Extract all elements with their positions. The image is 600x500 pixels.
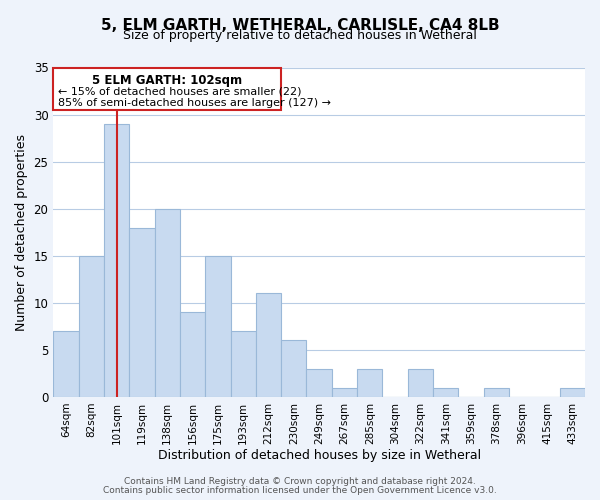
Bar	[484, 388, 509, 397]
Bar	[205, 256, 230, 397]
Bar	[155, 208, 180, 397]
Bar	[129, 228, 155, 397]
Bar	[332, 388, 357, 397]
Text: ← 15% of detached houses are smaller (22): ← 15% of detached houses are smaller (22…	[58, 86, 302, 97]
Bar	[230, 331, 256, 397]
Text: 85% of semi-detached houses are larger (127) →: 85% of semi-detached houses are larger (…	[58, 98, 331, 108]
Text: 5 ELM GARTH: 102sqm: 5 ELM GARTH: 102sqm	[92, 74, 242, 87]
X-axis label: Distribution of detached houses by size in Wetheral: Distribution of detached houses by size …	[158, 450, 481, 462]
Bar	[408, 368, 433, 397]
Bar	[256, 294, 281, 397]
Text: 5, ELM GARTH, WETHERAL, CARLISLE, CA4 8LB: 5, ELM GARTH, WETHERAL, CARLISLE, CA4 8L…	[101, 18, 499, 32]
Bar	[104, 124, 129, 397]
Bar	[307, 368, 332, 397]
Bar	[560, 388, 585, 397]
Bar	[79, 256, 104, 397]
Bar	[357, 368, 382, 397]
Text: Size of property relative to detached houses in Wetheral: Size of property relative to detached ho…	[123, 29, 477, 42]
Bar	[281, 340, 307, 397]
Bar	[53, 331, 79, 397]
Text: Contains HM Land Registry data © Crown copyright and database right 2024.: Contains HM Land Registry data © Crown c…	[124, 477, 476, 486]
Bar	[180, 312, 205, 397]
Bar	[433, 388, 458, 397]
FancyBboxPatch shape	[53, 68, 281, 110]
Y-axis label: Number of detached properties: Number of detached properties	[15, 134, 28, 330]
Text: Contains public sector information licensed under the Open Government Licence v3: Contains public sector information licen…	[103, 486, 497, 495]
